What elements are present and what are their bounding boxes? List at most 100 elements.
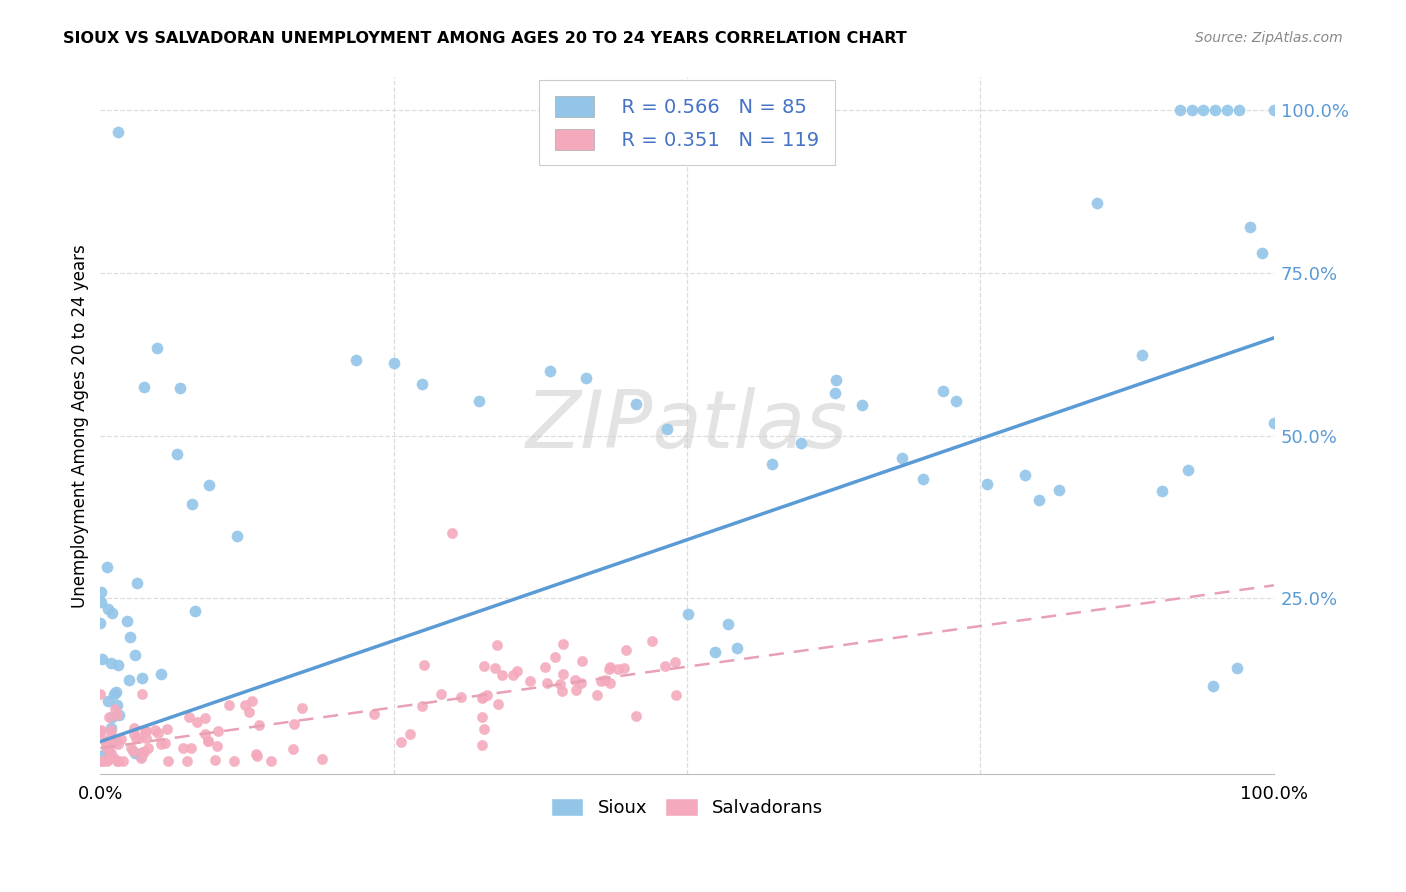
Point <box>222 754 245 768</box>
Point <box>89 724 111 739</box>
Point <box>124 648 146 663</box>
Point <box>626 709 648 723</box>
Point <box>245 747 267 761</box>
Point <box>613 661 636 675</box>
Point <box>519 673 541 688</box>
Point <box>912 472 935 486</box>
Point <box>107 754 129 768</box>
Point <box>551 638 574 652</box>
Point <box>246 748 269 763</box>
Point <box>606 662 628 676</box>
Point <box>1014 468 1036 483</box>
Point <box>96 752 118 766</box>
Point <box>226 529 249 543</box>
Point <box>598 662 620 676</box>
Point <box>121 744 143 758</box>
Point <box>430 686 453 700</box>
Point <box>134 723 156 738</box>
Point <box>131 687 153 701</box>
Point <box>197 733 219 747</box>
Point <box>90 652 112 666</box>
Point <box>411 699 433 714</box>
Point <box>586 688 609 702</box>
Point <box>101 710 124 724</box>
Point <box>945 394 967 409</box>
Point <box>90 595 112 609</box>
Point <box>105 685 128 699</box>
Point <box>474 722 496 736</box>
Point <box>157 754 180 768</box>
Point <box>128 731 150 746</box>
Point <box>569 676 592 690</box>
Point <box>155 736 177 750</box>
Point <box>976 477 998 491</box>
Point <box>207 724 229 739</box>
Point <box>107 737 129 751</box>
Point <box>761 457 783 471</box>
Point <box>389 735 412 749</box>
Point <box>891 450 914 465</box>
Point <box>194 727 217 741</box>
Point <box>186 715 208 730</box>
Point <box>131 671 153 685</box>
Point <box>111 754 134 768</box>
Point <box>205 739 228 754</box>
Point <box>218 698 240 713</box>
Point <box>194 711 217 725</box>
Point <box>247 717 270 731</box>
Point <box>599 660 621 674</box>
Point <box>1239 220 1261 235</box>
Point <box>103 687 125 701</box>
Point <box>291 700 314 714</box>
Point <box>149 737 172 751</box>
Point <box>450 690 472 704</box>
Point <box>155 723 177 737</box>
Point <box>1181 103 1204 117</box>
Point <box>544 649 567 664</box>
Point <box>551 667 574 681</box>
Point <box>97 710 120 724</box>
Point <box>233 698 256 712</box>
Point <box>1226 661 1249 675</box>
Legend: Sioux, Salvadorans: Sioux, Salvadorans <box>544 791 831 824</box>
Point <box>104 701 127 715</box>
Point <box>100 728 122 742</box>
Point <box>475 688 498 702</box>
Point <box>1168 103 1191 117</box>
Point <box>89 615 111 630</box>
Point <box>575 370 598 384</box>
Point <box>564 683 586 698</box>
Point <box>125 576 148 591</box>
Point <box>129 749 152 764</box>
Point <box>238 706 260 720</box>
Point <box>484 661 506 675</box>
Point <box>486 638 509 652</box>
Point <box>108 708 131 723</box>
Point <box>90 723 112 737</box>
Point <box>172 740 194 755</box>
Point <box>96 742 118 756</box>
Point <box>120 741 142 756</box>
Y-axis label: Unemployment Among Ages 20 to 24 years: Unemployment Among Ages 20 to 24 years <box>72 244 89 607</box>
Point <box>89 687 111 701</box>
Point <box>103 751 125 765</box>
Point <box>471 691 494 706</box>
Point <box>472 658 495 673</box>
Point <box>1204 103 1226 117</box>
Point <box>89 754 111 768</box>
Point <box>110 731 132 746</box>
Point <box>180 497 202 511</box>
Point <box>166 447 188 461</box>
Point <box>131 745 153 759</box>
Point <box>641 634 664 648</box>
Point <box>100 746 122 760</box>
Point <box>149 666 172 681</box>
Point <box>103 736 125 750</box>
Point <box>824 386 846 401</box>
Point <box>134 745 156 759</box>
Point <box>548 677 571 691</box>
Point <box>180 741 202 756</box>
Point <box>97 739 120 754</box>
Point <box>551 684 574 698</box>
Point <box>105 754 128 768</box>
